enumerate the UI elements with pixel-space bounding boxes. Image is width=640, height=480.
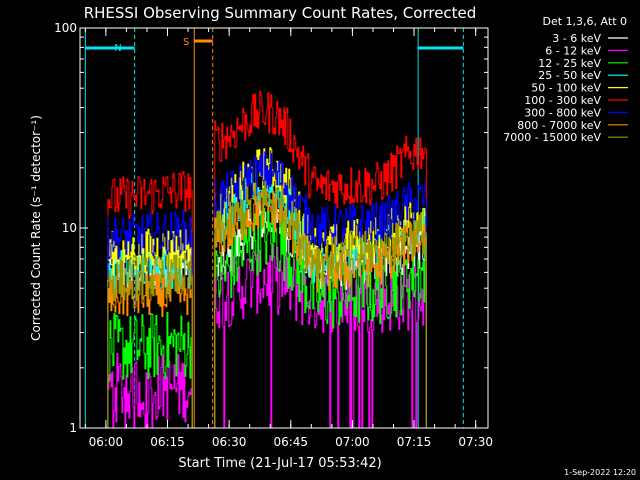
x-tick-label: 07:15 [397, 435, 432, 449]
series-trace [214, 90, 426, 209]
series-trace [107, 209, 192, 260]
x-tick-label: 07:00 [335, 435, 370, 449]
legend-entry-label: 12 - 25 keV [538, 57, 601, 70]
night-intervals: N [84, 28, 464, 428]
series-trace [107, 253, 192, 302]
y-tick-label: 10 [62, 221, 77, 235]
generation-timestamp: 1-Sep-2022 12:20 [564, 468, 636, 477]
series-7000-15000keV-kev [107, 180, 427, 428]
saa-label: S [183, 37, 189, 48]
legend-entry-label: 3 - 6 keV [552, 32, 601, 45]
legend-title: Det 1,3,6, Att 0 [543, 15, 627, 28]
series-trace [214, 151, 426, 249]
series-trace [107, 312, 192, 383]
legend-entry-label: 300 - 800 keV [524, 106, 601, 119]
legend-entry-label: 800 - 7000 keV [517, 119, 601, 132]
y-tick-label: 100 [54, 21, 77, 35]
axes: 1 10 100 06:00 06:15 06:30 06:45 07:00 07:15 07:3… [54, 21, 493, 449]
series-trace [214, 207, 426, 329]
legend-entry-label: 100 - 300 keV [524, 94, 601, 107]
x-tick-label: 06:15 [150, 435, 185, 449]
data-series [107, 90, 427, 429]
series-trace [214, 180, 426, 282]
x-tick-label: 06:30 [212, 435, 247, 449]
legend-entry-label: 25 - 50 keV [538, 69, 601, 82]
x-tick-label: 07:30 [458, 435, 493, 449]
x-tick-label: 06:00 [89, 435, 124, 449]
saa-intervals: S [183, 28, 214, 428]
legend-entry-label: 7000 - 15000 keV [503, 131, 601, 144]
chart-title: RHESSI Observing Summary Count Rates, Co… [84, 4, 477, 22]
x-axis-label: Start Time (21-Jul-17 05:53:42) [178, 456, 381, 471]
series-trace [107, 353, 192, 429]
x-tick-label: 06:45 [273, 435, 308, 449]
legend-entry-label: 6 - 12 keV [545, 44, 601, 57]
series-trace [107, 171, 192, 220]
night-label: N [114, 43, 121, 54]
y-axis-label: Corrected Count Rate (s⁻¹ detector⁻¹) [29, 115, 43, 341]
legend-entry-label: 50 - 100 keV [531, 82, 601, 95]
y-tick-label: 1 [69, 421, 77, 435]
